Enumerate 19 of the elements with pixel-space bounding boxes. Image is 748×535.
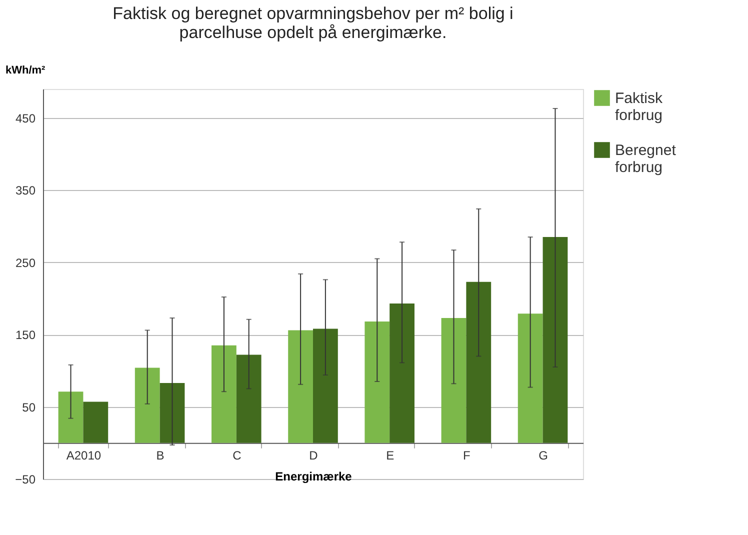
x-tick-label: C	[232, 448, 242, 462]
legend-label: Faktisk forbrug	[615, 90, 664, 124]
y-tick-label: 150	[15, 328, 36, 342]
x-tick-label: A2010	[66, 448, 102, 462]
y-tick-label: 350	[15, 184, 36, 198]
y-tick-label: 250	[15, 256, 36, 270]
y-tick-label: −50	[15, 472, 36, 486]
x-tick-label: G	[538, 448, 548, 462]
y-tick-label: 450	[15, 111, 36, 126]
y-axis-title: kWh/m²	[6, 64, 46, 76]
y-tick-label: 50	[22, 400, 36, 414]
x-tick-label: F	[463, 448, 470, 462]
x-axis-title: Energimærke	[275, 469, 352, 484]
x-tick-label: B	[156, 448, 164, 462]
legend-label: Beregnet forbrug	[615, 142, 677, 176]
x-tick-label: E	[386, 448, 394, 462]
text: parcelhuse opdelt på energimærke.	[179, 23, 447, 42]
text: Faktisk og beregnet opvarmningsbehov per m² bolig i	[112, 4, 514, 23]
x-tick-label: D	[309, 448, 318, 462]
